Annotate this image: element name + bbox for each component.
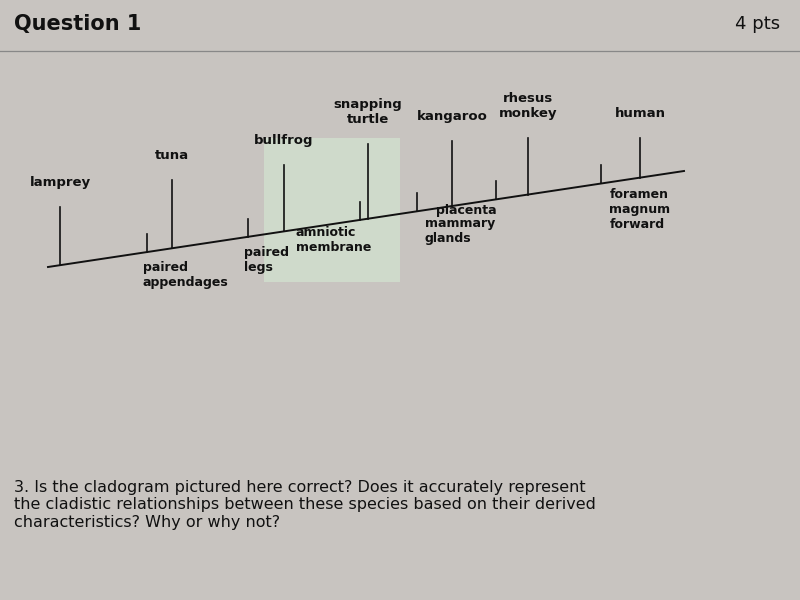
Text: Question 1: Question 1 bbox=[14, 14, 142, 34]
Text: tuna: tuna bbox=[155, 149, 189, 162]
Text: paired
legs: paired legs bbox=[244, 246, 290, 274]
Text: snapping
turtle: snapping turtle bbox=[334, 98, 402, 126]
Text: 4 pts: 4 pts bbox=[735, 15, 780, 33]
Text: 3. Is the cladogram pictured here correct? Does it accurately represent
the clad: 3. Is the cladogram pictured here correc… bbox=[14, 480, 596, 530]
Text: mammary
glands: mammary glands bbox=[425, 217, 495, 245]
Text: placenta: placenta bbox=[436, 204, 497, 217]
Text: human: human bbox=[614, 107, 666, 120]
Text: rhesus
monkey: rhesus monkey bbox=[498, 92, 558, 120]
Text: lamprey: lamprey bbox=[30, 176, 90, 189]
Text: amniotic
membrane: amniotic membrane bbox=[296, 226, 371, 254]
Text: paired
appendages: paired appendages bbox=[142, 261, 228, 289]
Text: bullfrog: bullfrog bbox=[254, 134, 314, 147]
Text: foramen
magnum
forward: foramen magnum forward bbox=[610, 188, 670, 231]
Text: kangaroo: kangaroo bbox=[417, 110, 487, 123]
FancyBboxPatch shape bbox=[264, 138, 400, 282]
